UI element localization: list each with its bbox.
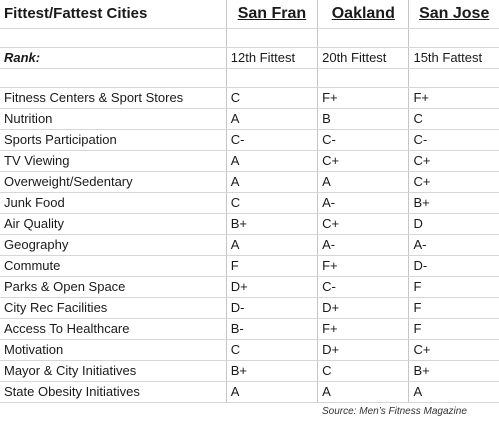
table-row: Nutrition A B C (0, 108, 499, 130)
table-row: Motivation C D+ C+ (0, 339, 499, 361)
city-header-oakland: Oakland (317, 0, 410, 29)
category-label: TV Viewing (0, 150, 227, 172)
category-label: Commute (0, 255, 227, 277)
table-title: Fittest/Fattest Cities (0, 0, 227, 29)
grade-cell: B- (226, 318, 319, 340)
header-row: Fittest/Fattest Cities San Fran Oakland … (0, 0, 499, 29)
grade-cell: D- (408, 255, 499, 277)
grade-cell: A (317, 171, 410, 193)
category-label: State Obesity Initiatives (0, 381, 227, 403)
grade-cell: A (408, 381, 499, 403)
grade-cell: C+ (317, 150, 410, 172)
grade-cell: D+ (317, 297, 410, 319)
grade-cell: C- (408, 129, 499, 151)
table-row: Sports Participation C- C- C- (0, 129, 499, 151)
grade-cell: F+ (317, 87, 410, 109)
grade-cell: A- (317, 234, 410, 256)
category-label: Fitness Centers & Sport Stores (0, 87, 227, 109)
empty-row (0, 68, 499, 88)
category-label: Junk Food (0, 192, 227, 214)
table-row: Fitness Centers & Sport Stores C F+ F+ (0, 87, 499, 109)
category-label: Geography (0, 234, 227, 256)
rank-row: Rank: 12th Fittest 20th Fittest 15th Fat… (0, 47, 499, 69)
category-label: Motivation (0, 339, 227, 361)
grade-cell: C (408, 108, 499, 130)
grade-cell: A- (317, 192, 410, 214)
grade-cell: C (226, 339, 319, 361)
table-row: Access To Healthcare B- F+ F (0, 318, 499, 340)
city-header-san-fran: San Fran (226, 0, 319, 29)
table-row: Junk Food C A- B+ (0, 192, 499, 214)
grade-cell: F (226, 255, 319, 277)
grade-cell: A (226, 234, 319, 256)
category-label: Overweight/Sedentary (0, 171, 227, 193)
grade-cell: D- (226, 297, 319, 319)
grade-cell: A (226, 171, 319, 193)
table-row: Overweight/Sedentary A A C+ (0, 171, 499, 193)
grades-table: Fittest/Fattest Cities San Fran Oakland … (0, 0, 499, 403)
grade-cell: C- (317, 276, 410, 298)
table-row: Geography A A- A- (0, 234, 499, 256)
grade-cell: C+ (408, 150, 499, 172)
grade-cell: A (226, 108, 319, 130)
grade-cell: D+ (317, 339, 410, 361)
rank-value: 15th Fattest (408, 47, 499, 69)
grade-cell: B (317, 108, 410, 130)
grade-cell: F (408, 297, 499, 319)
grade-cell: C- (226, 129, 319, 151)
category-label: Air Quality (0, 213, 227, 235)
grade-cell: C+ (317, 213, 410, 235)
grade-cell: A (317, 381, 410, 403)
grade-cell: C- (317, 129, 410, 151)
spreadsheet: Fittest/Fattest Cities San Fran Oakland … (0, 0, 499, 417)
grade-cell: B+ (408, 192, 499, 214)
category-label: Parks & Open Space (0, 276, 227, 298)
table-row: TV Viewing A C+ C+ (0, 150, 499, 172)
grade-cell: C (226, 192, 319, 214)
grade-cell: B+ (226, 213, 319, 235)
table-row: Mayor & City Initiatives B+ C B+ (0, 360, 499, 382)
city-header-san-jose: San Jose (408, 0, 499, 29)
grade-cell: B+ (226, 360, 319, 382)
grade-cell: C (226, 87, 319, 109)
category-label: Access To Healthcare (0, 318, 227, 340)
category-label: City Rec Facilities (0, 297, 227, 319)
table-row: Parks & Open Space D+ C- F (0, 276, 499, 298)
grade-cell: F+ (317, 255, 410, 277)
grade-cell: F+ (408, 87, 499, 109)
table-row: Air Quality B+ C+ D (0, 213, 499, 235)
grade-cell: C+ (408, 171, 499, 193)
grade-cell: A (226, 381, 319, 403)
grade-cell: F (408, 318, 499, 340)
grade-cell: F (408, 276, 499, 298)
table-row: City Rec Facilities D- D+ F (0, 297, 499, 319)
grade-cell: D+ (226, 276, 319, 298)
table-row: Commute F F+ D- (0, 255, 499, 277)
grade-cell: B+ (408, 360, 499, 382)
grade-cell: A- (408, 234, 499, 256)
table-row: State Obesity Initiatives A A A (0, 381, 499, 403)
category-label: Mayor & City Initiatives (0, 360, 227, 382)
empty-row (0, 28, 499, 48)
source-note: Source: Men’s Fitness Magazine (322, 406, 467, 417)
grade-cell: F+ (317, 318, 410, 340)
rank-label: Rank: (0, 47, 227, 69)
rank-value: 20th Fittest (317, 47, 410, 69)
grade-cell: C+ (408, 339, 499, 361)
rank-value: 12th Fittest (226, 47, 319, 69)
grade-cell: A (226, 150, 319, 172)
grade-cell: D (408, 213, 499, 235)
grade-cell: C (317, 360, 410, 382)
category-label: Nutrition (0, 108, 227, 130)
category-label: Sports Participation (0, 129, 227, 151)
